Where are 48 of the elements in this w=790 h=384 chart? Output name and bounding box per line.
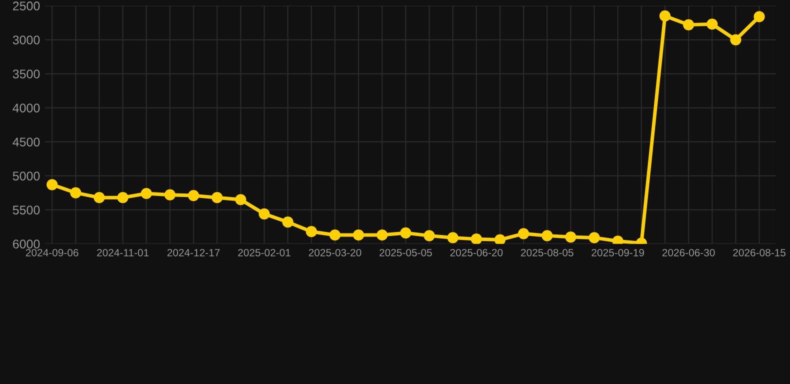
point	[494, 234, 506, 244]
point	[235, 194, 246, 206]
y-tick-label: 5500	[12, 206, 40, 214]
point	[352, 229, 364, 241]
point	[565, 231, 576, 243]
x-tick-label: 2026-06-30	[662, 248, 715, 256]
point	[282, 216, 294, 228]
x-tick-label: 2024-11-01	[97, 248, 149, 256]
x-tick-label: 2024-09-06	[26, 248, 78, 256]
point	[117, 192, 128, 204]
point	[470, 234, 482, 244]
point	[730, 34, 742, 46]
y-tick-label: 6000	[13, 240, 40, 248]
point	[424, 230, 435, 242]
point	[706, 18, 718, 30]
x-tick-label: 2025-08-05	[521, 248, 574, 256]
point	[70, 187, 82, 198]
y-tick-label: 3500	[12, 70, 40, 78]
point	[683, 19, 694, 30]
point	[754, 11, 765, 22]
x-tick-label: 2025-06-20	[450, 248, 503, 256]
point	[94, 192, 105, 204]
x-tick-label: 2025-03-20	[308, 248, 362, 256]
y-tick-label: 2500	[12, 2, 40, 10]
point	[376, 229, 388, 241]
point	[588, 232, 600, 244]
point	[400, 227, 412, 239]
point	[659, 10, 671, 22]
point	[164, 189, 176, 200]
point	[188, 190, 200, 202]
point	[329, 229, 341, 241]
x-tick-label: 2025-05-05	[380, 248, 432, 256]
x-tick-label: 2024-12-17	[167, 248, 220, 256]
point	[518, 228, 530, 240]
point	[46, 179, 58, 190]
y-tick-label: 4500	[12, 138, 40, 146]
point	[258, 208, 270, 220]
y-tick-label: 3000	[12, 36, 40, 44]
x-tick-label: 2025-09-19	[592, 248, 644, 256]
y-tick-label: 5000	[12, 172, 40, 180]
x-tick-label: 2026-08-15	[733, 248, 786, 256]
x-tick-label: 2025-02-01	[238, 248, 290, 256]
point	[140, 188, 152, 200]
y-tick-label: 4000	[12, 104, 40, 112]
point	[212, 192, 223, 204]
point	[447, 232, 458, 244]
point	[306, 226, 317, 238]
point	[542, 230, 553, 242]
